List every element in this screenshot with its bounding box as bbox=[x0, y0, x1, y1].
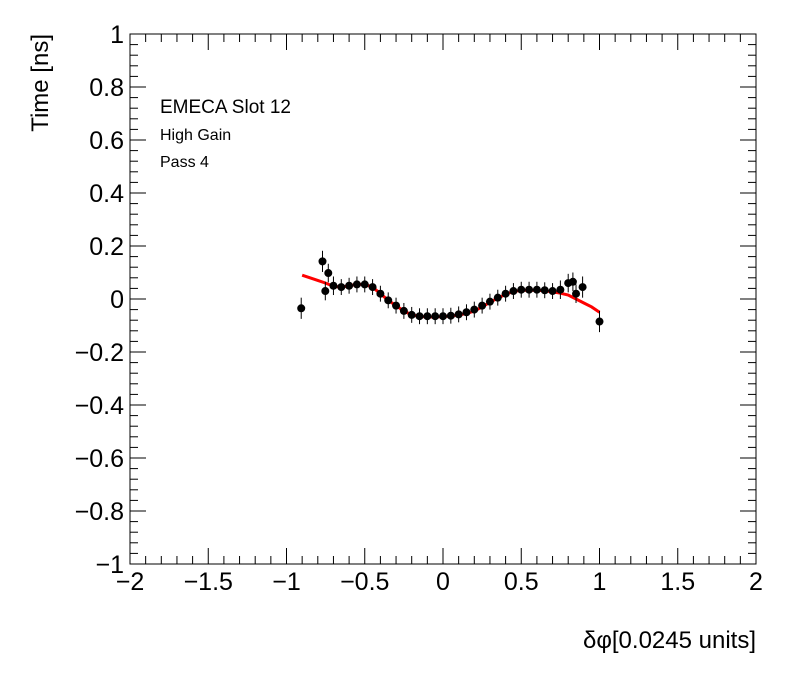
data-point bbox=[470, 305, 479, 314]
data-point bbox=[572, 289, 581, 298]
y-tick-label: −0.2 bbox=[75, 339, 124, 367]
data-point bbox=[548, 287, 557, 296]
data-point bbox=[501, 289, 510, 298]
x-axis-ticks bbox=[129, 34, 757, 564]
data-point bbox=[407, 310, 416, 319]
y-tick-label: −1 bbox=[95, 551, 124, 579]
x-tick-label: 2 bbox=[749, 568, 763, 596]
data-points-group bbox=[297, 250, 604, 333]
data-point bbox=[368, 283, 377, 292]
x-tick-label: −1 bbox=[272, 568, 301, 596]
x-tick-label: −0.5 bbox=[340, 568, 389, 596]
data-point bbox=[392, 301, 401, 310]
x-axis-tick-labels: −2 −1.5 −1 −0.5 0 0.5 1 1.5 2 bbox=[116, 568, 763, 596]
data-point bbox=[360, 280, 369, 289]
data-point bbox=[345, 281, 354, 290]
data-point bbox=[478, 301, 487, 310]
data-point bbox=[297, 304, 306, 313]
data-point bbox=[423, 312, 432, 321]
data-point bbox=[485, 297, 494, 306]
annotation-gain: High Gain bbox=[160, 127, 231, 144]
y-tick-label: −0.6 bbox=[75, 445, 124, 473]
data-point bbox=[525, 285, 534, 294]
x-tick-label: 1 bbox=[593, 568, 607, 596]
x-tick-label: −1.5 bbox=[184, 568, 233, 596]
x-tick-label: 0 bbox=[436, 568, 450, 596]
data-point bbox=[415, 312, 424, 321]
data-point bbox=[337, 283, 346, 292]
y-tick-label: 0.8 bbox=[89, 74, 124, 102]
y-tick-label: 0.2 bbox=[89, 233, 124, 261]
data-point bbox=[439, 312, 447, 321]
data-point bbox=[376, 289, 385, 298]
data-point bbox=[517, 285, 526, 294]
x-tick-label: 1.5 bbox=[660, 568, 695, 596]
y-axis-ticks bbox=[130, 33, 756, 565]
y-tick-label: 0.4 bbox=[89, 180, 124, 208]
x-tick-label: 0.5 bbox=[504, 568, 539, 596]
data-point bbox=[431, 312, 440, 321]
data-point bbox=[462, 308, 471, 317]
data-point bbox=[399, 306, 408, 315]
y-tick-label: 0 bbox=[110, 286, 124, 314]
data-point bbox=[352, 280, 361, 289]
data-point bbox=[509, 287, 518, 296]
y-tick-label: −0.4 bbox=[75, 392, 124, 420]
annotation-title: EMECA Slot 12 bbox=[160, 97, 291, 118]
data-point bbox=[318, 257, 327, 266]
y-tick-label: 1 bbox=[110, 21, 124, 49]
data-point bbox=[578, 283, 587, 292]
annotation-pass: Pass 4 bbox=[160, 154, 209, 171]
data-point bbox=[540, 286, 549, 295]
data-point bbox=[329, 281, 338, 290]
data-point bbox=[324, 269, 333, 278]
data-point bbox=[493, 293, 502, 302]
y-tick-label: 0.6 bbox=[89, 127, 124, 155]
data-point bbox=[454, 310, 463, 319]
data-point bbox=[384, 296, 393, 305]
data-point bbox=[568, 277, 577, 286]
x-axis-label: δφ[0.0245 units] bbox=[583, 627, 756, 654]
data-point bbox=[556, 285, 565, 294]
y-axis-label: Time [ns] bbox=[27, 34, 54, 132]
y-axis-tick-labels: −1 −0.8 −0.6 −0.4 −0.2 0 0.2 0.4 0.6 0.8 1 bbox=[75, 21, 124, 579]
data-point bbox=[446, 311, 455, 320]
y-tick-label: −0.8 bbox=[75, 498, 124, 526]
data-point bbox=[595, 317, 604, 326]
data-point bbox=[321, 287, 330, 296]
data-point bbox=[532, 285, 541, 294]
x-tick-label: −2 bbox=[116, 568, 145, 596]
